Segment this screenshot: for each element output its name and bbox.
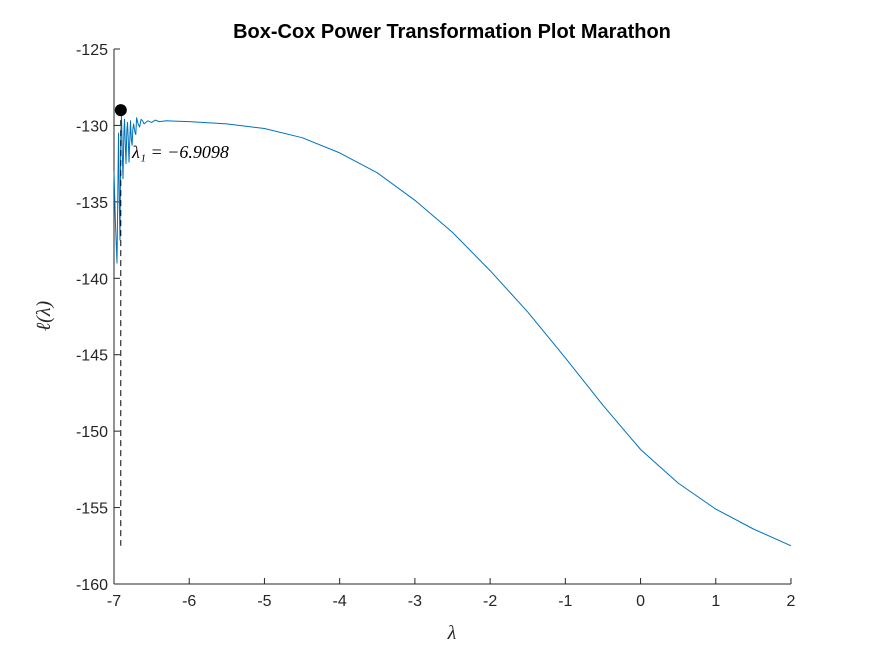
x-tick-label: -6 — [182, 593, 196, 610]
optimum-marker — [114, 104, 127, 117]
x-axis-ticks: -7 -6 -5 -4 -3 -2 -1 0 1 2 — [107, 578, 796, 610]
chart-title: Box-Cox Power Transformation Plot Marath… — [233, 21, 671, 43]
x-tick-label: -1 — [558, 593, 572, 610]
x-tick-label: -4 — [333, 593, 347, 610]
y-tick-label: -155 — [76, 501, 108, 518]
loglik-curve — [113, 115, 792, 547]
y-tick-label: -130 — [76, 118, 108, 135]
optimum-annotation: λ₁ = −6.9098 — [131, 142, 229, 162]
x-tick-label: 2 — [787, 593, 796, 610]
y-axis-ticks: -160 -155 -150 -145 -140 -135 -130 -125 — [76, 42, 120, 594]
optimum-layer — [114, 104, 127, 546]
x-tick-label: 0 — [636, 593, 645, 610]
x-tick-label: -7 — [107, 593, 121, 610]
series-layer — [113, 115, 792, 547]
y-tick-label: -160 — [76, 577, 108, 594]
y-tick-label: -125 — [76, 42, 108, 59]
x-tick-label: 1 — [711, 593, 720, 610]
x-tick-label: -3 — [408, 593, 422, 610]
y-axis-label: ℓ(λ) — [33, 301, 55, 332]
x-tick-label: -5 — [257, 593, 271, 610]
plot-area — [114, 49, 791, 584]
x-tick-label: -2 — [483, 593, 497, 610]
y-tick-label: -150 — [76, 424, 108, 441]
x-axis-label: λ — [447, 622, 457, 644]
y-tick-label: -135 — [76, 195, 108, 212]
y-tick-label: -140 — [76, 271, 108, 288]
y-tick-label: -145 — [76, 348, 108, 365]
